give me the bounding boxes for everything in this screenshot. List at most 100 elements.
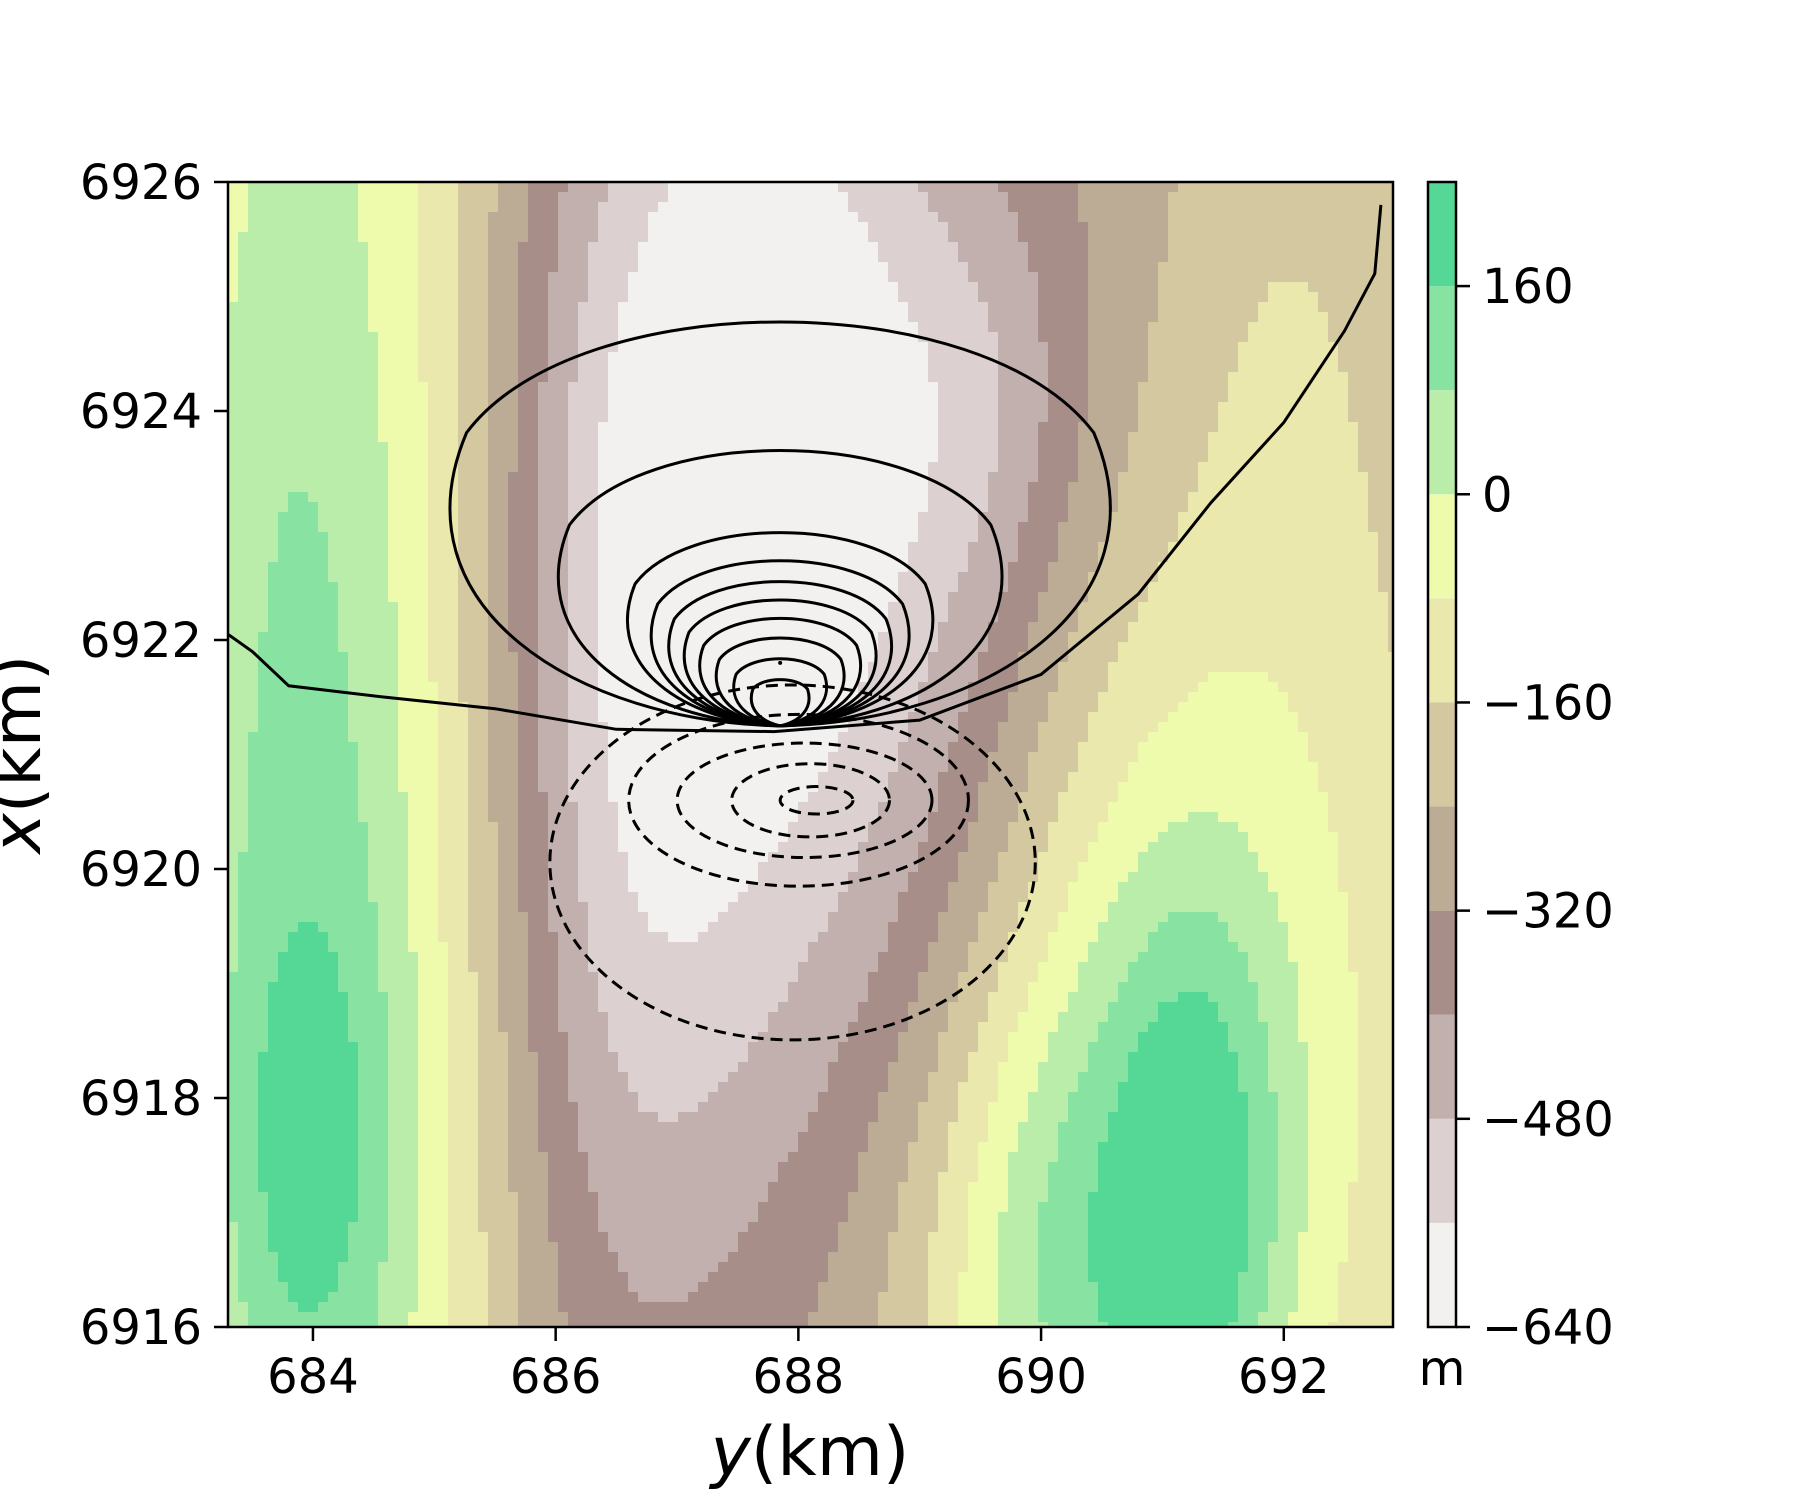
- field-cell: [458, 522, 469, 533]
- field-cell: [788, 212, 799, 223]
- field-cell: [1188, 512, 1199, 523]
- field-cell: [998, 602, 1009, 613]
- field-cell: [468, 432, 479, 443]
- field-cell: [248, 522, 259, 533]
- field-cell: [638, 202, 649, 213]
- field-cell: [258, 552, 269, 563]
- field-cell: [688, 492, 699, 503]
- field-cell: [478, 332, 489, 343]
- field-cell: [408, 342, 419, 353]
- field-cell: [1268, 312, 1279, 323]
- field-cell: [258, 272, 269, 283]
- field-cell: [998, 522, 1009, 533]
- field-cell: [318, 462, 329, 473]
- field-cell: [1008, 442, 1019, 453]
- field-cell: [328, 532, 339, 543]
- field-cell: [1278, 482, 1289, 493]
- field-cell: [718, 492, 729, 503]
- field-cell: [388, 502, 399, 513]
- field-cell: [408, 222, 419, 233]
- field-cell: [1178, 422, 1189, 433]
- field-cell: [1178, 522, 1189, 533]
- field-cell: [1008, 352, 1019, 363]
- field-cell: [968, 602, 979, 613]
- field-cell: [398, 362, 409, 373]
- field-cell: [418, 362, 429, 373]
- field-cell: [998, 212, 1009, 223]
- field-cell: [228, 422, 239, 433]
- field-cell: [1228, 192, 1239, 203]
- field-cell: [438, 392, 449, 403]
- field-cell: [518, 522, 529, 533]
- field-cell: [948, 472, 959, 483]
- field-cell: [268, 302, 279, 313]
- field-cell: [578, 452, 589, 463]
- field-cell: [768, 332, 779, 343]
- field-cell: [1278, 412, 1289, 423]
- field-cell: [1268, 242, 1279, 253]
- field-cell: [818, 472, 829, 483]
- field-cell: [1278, 392, 1289, 403]
- field-cell: [1368, 522, 1379, 533]
- field-cell: [608, 192, 619, 203]
- field-cell: [648, 602, 659, 613]
- field-cell: [718, 262, 729, 273]
- field-cell: [1148, 512, 1159, 523]
- field-cell: [1208, 302, 1219, 313]
- field-cell: [508, 202, 519, 213]
- field-cell: [908, 422, 919, 433]
- field-cell: [748, 232, 759, 243]
- field-cell: [378, 472, 389, 483]
- field-cell: [1368, 432, 1379, 443]
- field-cell: [1008, 362, 1019, 373]
- field-cell: [858, 272, 869, 283]
- field-cell: [848, 242, 859, 253]
- field-cell: [1238, 402, 1249, 413]
- contour-fill-field: [228, 182, 1393, 1327]
- field-cell: [828, 512, 839, 523]
- field-cell: [278, 352, 289, 363]
- field-cell: [858, 382, 869, 393]
- field-cell: [888, 412, 899, 423]
- field-cell: [1028, 502, 1039, 513]
- field-cell: [988, 292, 999, 303]
- field-cell: [588, 562, 599, 573]
- field-cell: [708, 562, 719, 573]
- field-cell: [1318, 542, 1329, 553]
- field-cell: [1298, 292, 1309, 303]
- field-cell: [1258, 402, 1269, 413]
- field-cell: [898, 342, 909, 353]
- field-cell: [478, 252, 489, 263]
- field-cell: [418, 472, 429, 483]
- field-cell: [608, 292, 619, 303]
- field-cell: [448, 362, 459, 373]
- field-cell: [648, 452, 659, 463]
- field-cell: [938, 572, 949, 583]
- field-cell: [1038, 302, 1049, 313]
- field-cell: [698, 572, 709, 583]
- field-cell: [1118, 502, 1129, 513]
- field-cell: [718, 452, 729, 463]
- field-cell: [1068, 202, 1079, 213]
- field-cell: [1118, 532, 1129, 543]
- field-cell: [1028, 562, 1039, 573]
- field-cell: [758, 462, 769, 473]
- field-cell: [1118, 272, 1129, 283]
- field-cell: [588, 192, 599, 203]
- field-cell: [1058, 372, 1069, 383]
- field-cell: [378, 582, 389, 593]
- field-cell: [918, 422, 929, 433]
- field-cell: [1118, 472, 1129, 483]
- field-cell: [828, 592, 839, 603]
- field-cell: [838, 342, 849, 353]
- field-cell: [338, 282, 349, 293]
- field-cell: [818, 462, 829, 473]
- field-cell: [978, 532, 989, 543]
- field-cell: [1118, 542, 1129, 553]
- field-cell: [838, 502, 849, 513]
- field-cell: [738, 432, 749, 443]
- field-cell: [1378, 342, 1389, 353]
- field-cell: [288, 432, 299, 443]
- field-cell: [428, 342, 439, 353]
- field-cell: [278, 252, 289, 263]
